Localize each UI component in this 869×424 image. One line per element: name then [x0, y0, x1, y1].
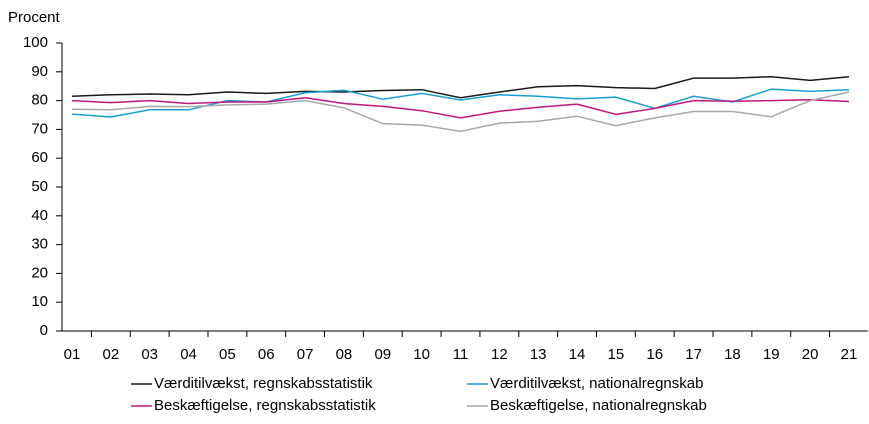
x-tick-label: 15 [608, 346, 625, 363]
x-tick-label: 01 [64, 346, 81, 363]
x-tick-label: 04 [180, 346, 197, 363]
x-tick-label: 21 [841, 346, 858, 363]
x-tick-label: 07 [297, 346, 314, 363]
y-tick-label: 0 [40, 322, 48, 339]
x-tick-label: 10 [413, 346, 430, 363]
y-tick-label: 100 [23, 34, 48, 51]
x-tick-label: 05 [219, 346, 236, 363]
x-tick-label: 14 [569, 346, 586, 363]
y-tick-label: 80 [31, 92, 48, 109]
x-tick-label: 13 [530, 346, 547, 363]
x-tick-label: 08 [336, 346, 353, 363]
y-axis-label: Procent [8, 9, 61, 26]
legend-label: Værditilvækst, nationalregnskab [490, 375, 703, 392]
x-tick-label: 06 [258, 346, 275, 363]
y-tick-label: 20 [31, 264, 48, 281]
x-tick-label: 17 [685, 346, 702, 363]
x-tick-label: 12 [491, 346, 508, 363]
line-series [71, 75, 850, 99]
y-tick-label: 90 [31, 63, 48, 80]
x-tick-label: 20 [802, 346, 819, 363]
x-tick-label: 03 [141, 346, 158, 363]
y-tick-label: 30 [31, 236, 48, 253]
y-tick-label: 40 [31, 207, 48, 224]
line-series [71, 91, 850, 133]
y-tick-label: 50 [31, 178, 48, 195]
legend-label: Værditilvækst, regnskabsstatistik [154, 375, 373, 392]
x-tick-label: 19 [763, 346, 780, 363]
y-tick-label: 60 [31, 149, 48, 166]
x-tick-label: 18 [724, 346, 741, 363]
y-tick-label: 70 [31, 120, 48, 137]
x-tick-label: 02 [103, 346, 120, 363]
legend-label: Beskæftigelse, regnskabsstatistik [154, 397, 376, 414]
x-tick-label: 09 [374, 346, 391, 363]
y-tick-label: 10 [31, 293, 48, 310]
line-series [71, 96, 850, 119]
x-tick-label: 11 [453, 346, 469, 363]
x-tick-label: 16 [646, 346, 663, 363]
legend-label: Beskæftigelse, nationalregnskab [490, 397, 707, 414]
